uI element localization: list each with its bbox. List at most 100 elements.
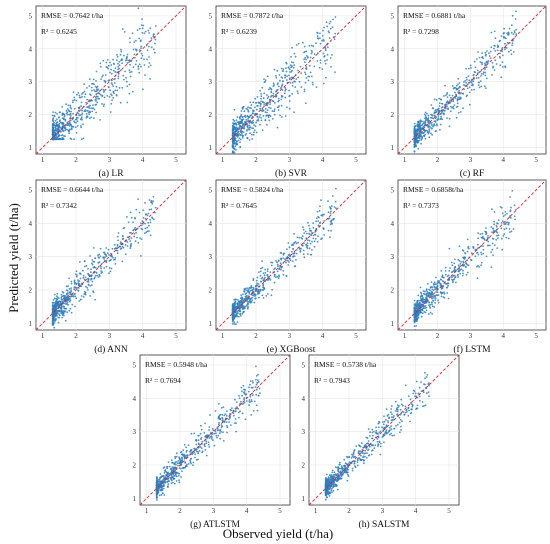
data-point — [208, 437, 211, 439]
data-point — [84, 291, 87, 294]
data-point — [246, 287, 249, 290]
data-point — [294, 86, 297, 88]
data-point — [391, 416, 393, 419]
data-point — [321, 68, 324, 70]
data-point — [257, 283, 260, 285]
data-point — [229, 424, 232, 426]
data-point — [263, 279, 265, 281]
data-point — [85, 264, 88, 267]
data-point — [251, 122, 254, 124]
data-point — [148, 56, 150, 58]
data-point — [65, 293, 68, 296]
data-point — [148, 199, 151, 201]
data-point — [323, 234, 325, 236]
data-point — [74, 126, 77, 129]
data-point — [329, 27, 332, 30]
data-point — [282, 80, 284, 83]
data-point — [305, 243, 307, 246]
data-point — [80, 295, 83, 297]
data-point — [235, 401, 238, 403]
data-point — [453, 86, 456, 89]
data-point — [125, 59, 128, 61]
data-point — [282, 273, 285, 276]
data-point — [178, 457, 181, 460]
data-point — [313, 53, 316, 55]
data-point — [121, 28, 124, 30]
data-point — [503, 228, 506, 231]
data-point — [140, 47, 142, 49]
data-point — [72, 101, 74, 104]
data-point — [261, 129, 264, 132]
data-point — [431, 303, 433, 306]
data-point — [491, 208, 493, 211]
data-point — [242, 402, 245, 405]
data-point — [138, 37, 141, 40]
data-point — [167, 479, 170, 482]
data-point — [249, 301, 252, 304]
data-point — [288, 95, 291, 97]
data-point — [178, 479, 180, 482]
reference-line — [216, 180, 366, 330]
data-point — [506, 32, 509, 35]
data-point — [218, 402, 220, 405]
data-point — [83, 110, 86, 112]
data-point — [259, 105, 262, 107]
data-point — [435, 287, 438, 289]
data-point — [229, 408, 232, 411]
data-point — [246, 114, 249, 117]
data-point — [274, 273, 276, 276]
data-point — [68, 113, 71, 116]
data-point — [281, 116, 283, 118]
data-point — [237, 309, 240, 312]
x-tick-label: 1 — [314, 507, 318, 515]
data-point — [247, 127, 250, 129]
data-point — [456, 105, 459, 108]
data-point — [513, 215, 516, 218]
data-point — [194, 453, 197, 456]
x-tick-label: 5 — [174, 332, 178, 340]
data-point — [176, 462, 179, 465]
y-tick-label: 2 — [209, 287, 213, 295]
data-point — [140, 65, 142, 68]
data-point — [332, 18, 334, 21]
data-point — [414, 156, 416, 158]
data-point — [417, 310, 420, 313]
data-point — [235, 149, 237, 151]
data-point — [89, 271, 92, 274]
data-point — [132, 229, 135, 232]
data-point — [121, 62, 123, 65]
data-point — [435, 294, 438, 297]
data-point — [99, 93, 102, 96]
data-point — [129, 71, 132, 74]
x-tick-label: 3 — [469, 156, 473, 164]
panel-caption: (e) XGBoost — [267, 344, 316, 355]
data-point — [61, 112, 64, 115]
data-point — [213, 432, 216, 435]
data-point — [329, 236, 331, 239]
data-point — [327, 46, 329, 49]
data-point — [255, 393, 258, 396]
data-point — [122, 74, 125, 77]
data-point — [73, 286, 76, 289]
data-point — [457, 77, 460, 80]
data-point — [499, 57, 501, 59]
data-point — [424, 371, 426, 374]
data-point — [240, 113, 243, 116]
data-point — [234, 410, 237, 413]
data-point — [109, 89, 112, 92]
data-point — [449, 99, 451, 101]
data-point — [231, 144, 234, 147]
data-point — [311, 51, 314, 53]
data-point — [220, 426, 223, 429]
data-point — [54, 126, 56, 129]
data-point — [297, 241, 299, 244]
data-point — [232, 139, 235, 141]
data-point — [95, 89, 98, 91]
data-point — [150, 200, 153, 202]
data-point — [511, 14, 514, 17]
data-point — [295, 242, 298, 245]
data-point — [255, 388, 258, 391]
scatter-points — [413, 10, 518, 158]
data-point — [119, 101, 122, 104]
